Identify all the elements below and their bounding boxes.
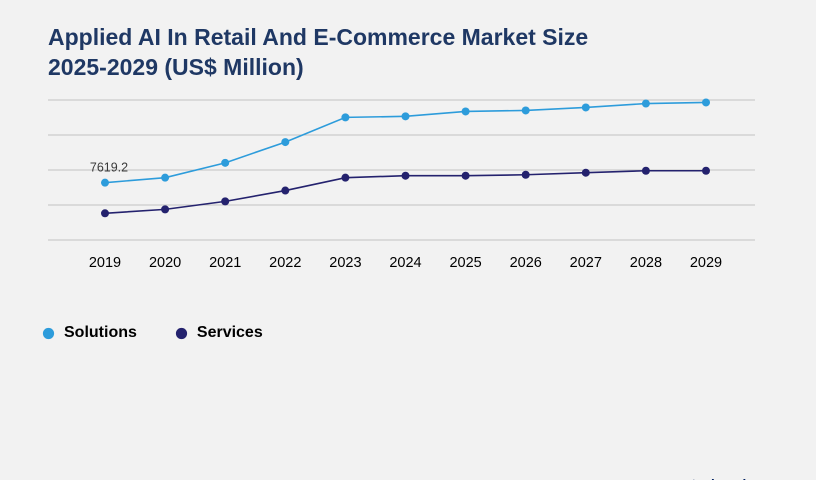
- services-point: [401, 171, 410, 180]
- market-size-line-chart: 7619.2 2019 2020 2021 2022 2023 2024 2025 2026 20…: [48, 98, 755, 271]
- x-axis-label: 2026: [510, 255, 542, 271]
- solutions-point: [101, 178, 109, 187]
- services-point: [521, 170, 530, 179]
- solutions-point: [281, 138, 290, 147]
- source-attribution: source: www.technavio.com: [604, 477, 786, 480]
- services-point: [221, 197, 230, 206]
- solutions-marker-icon: [42, 327, 55, 339]
- services-marker-icon: [175, 327, 187, 339]
- x-axis-label: 2024: [389, 255, 421, 271]
- x-axis-label: 2025: [449, 255, 481, 271]
- solutions-point: [581, 103, 590, 112]
- solutions-point: [161, 173, 170, 182]
- solutions-point: [341, 113, 350, 122]
- legend-label-solutions: Solutions: [64, 324, 137, 341]
- solutions-point: [521, 106, 530, 115]
- services-point: [101, 209, 109, 218]
- legend-item-solutions: Solutions: [42, 324, 137, 342]
- solutions-point: [641, 99, 650, 108]
- x-axis-label: 2023: [329, 255, 361, 271]
- services-point: [641, 166, 650, 175]
- solutions-point: [702, 98, 710, 107]
- solutions-point: [461, 107, 470, 116]
- x-axis-label: 2028: [630, 255, 662, 271]
- x-axis-label: 2022: [269, 255, 301, 271]
- services-point: [702, 166, 710, 175]
- x-axis-label: 2019: [89, 255, 121, 271]
- services-point: [341, 173, 350, 182]
- solutions-point: [221, 158, 230, 167]
- services-point: [461, 171, 470, 180]
- services-point: [161, 205, 170, 214]
- legend: Solutions Services: [42, 324, 816, 342]
- chart-title: Applied AI In Retail And E-Commerce Mark…: [48, 22, 756, 82]
- page: Applied AI In Retail And E-Commerce Mark…: [0, 22, 816, 480]
- data-label: 7619.2: [90, 161, 128, 175]
- chart-title-line1: Applied AI In Retail And E-Commerce Mark…: [48, 24, 589, 50]
- solutions-point: [401, 112, 410, 121]
- legend-label-services: Services: [196, 324, 263, 341]
- x-axis-label: 2029: [690, 255, 722, 271]
- x-axis-label: 2021: [209, 255, 241, 271]
- chart-area: 7619.2 2019 2020 2021 2022 2023 2024 2025 2026 20…: [48, 96, 816, 278]
- x-axis-label: 2020: [149, 255, 181, 271]
- legend-item-services: Services: [175, 324, 263, 342]
- services-point: [281, 186, 290, 195]
- services-point: [581, 168, 590, 177]
- x-axis-label: 2027: [570, 255, 602, 271]
- chart-title-line2: 2025-2029 (US$ Million): [48, 54, 304, 80]
